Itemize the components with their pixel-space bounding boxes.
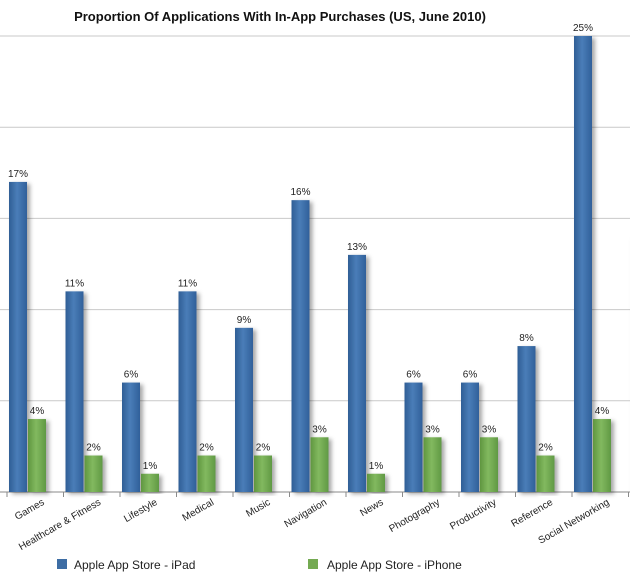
bar-ipad-lifestyle	[122, 382, 140, 492]
bar-iphone-music	[254, 455, 272, 492]
x-tick-label-games: Games	[13, 497, 46, 523]
x-tick-label-productivity: Productivity	[448, 497, 498, 532]
legend: Apple App Store - iPad Apple App Store -…	[57, 558, 462, 572]
bar-ipad-social-networking	[574, 36, 592, 492]
data-label-ipad-music: 9%	[237, 315, 252, 326]
bar-layer	[9, 36, 611, 493]
legend-label-ipad: Apple App Store - iPad	[74, 558, 195, 572]
chart-title: Proportion Of Applications With In-App P…	[74, 9, 486, 24]
bar-ipad-navigation	[291, 200, 310, 492]
bar-iphone-games	[28, 419, 46, 492]
data-label-ipad-social-networking: 25%	[573, 23, 593, 34]
data-label-iphone-lifestyle: 1%	[143, 461, 158, 472]
data-label-ipad-photography: 6%	[406, 370, 421, 381]
x-tick-label-news: News	[358, 497, 385, 519]
bar-ipad-games	[9, 181, 27, 493]
data-label-iphone-social-networking: 4%	[595, 406, 610, 417]
data-label-iphone-navigation: 3%	[312, 424, 327, 435]
legend-swatch-ipad	[57, 559, 67, 569]
x-tick-label-medical: Medical	[181, 497, 216, 524]
data-label-iphone-games: 4%	[30, 406, 45, 417]
data-label-iphone-healthcare-and-fitness: 2%	[86, 443, 101, 454]
bar-iphone-healthcare-and-fitness	[84, 455, 103, 492]
data-label-ipad-medical: 11%	[178, 278, 197, 289]
bar-ipad-medical	[178, 291, 197, 492]
data-label-iphone-reference: 2%	[538, 443, 553, 454]
x-tick-label-photography: Photography	[387, 497, 442, 535]
legend-item-iphone: Apple App Store - iPhone	[308, 558, 462, 572]
bar-ipad-photography	[404, 382, 423, 492]
data-label-layer: 17% 4% 11% 2% 6% 1% 11% 2% 9% 2% 16% 3% 13% 1% 6% 3% 6% 3…	[8, 23, 610, 472]
x-tick-label-navigation: Navigation	[283, 497, 329, 530]
data-label-iphone-photography: 3%	[425, 424, 440, 435]
data-label-iphone-medical: 2%	[199, 443, 214, 454]
bar-ipad-reference	[517, 346, 536, 492]
data-label-iphone-music: 2%	[256, 443, 271, 454]
data-label-iphone-news: 1%	[369, 461, 384, 472]
data-label-ipad-news: 13%	[347, 242, 367, 253]
legend-item-ipad: Apple App Store - iPad	[57, 558, 195, 572]
data-label-ipad-reference: 8%	[519, 333, 534, 344]
x-tick-label-reference: Reference	[510, 497, 556, 530]
bar-ipad-music	[235, 327, 253, 492]
data-label-iphone-productivity: 3%	[482, 424, 497, 435]
x-tick-label-lifestyle: Lifestyle	[122, 497, 160, 525]
bar-iphone-photography	[423, 437, 442, 492]
bar-iphone-news	[367, 473, 385, 492]
bar-ipad-productivity	[461, 382, 479, 492]
data-label-ipad-games: 17%	[8, 169, 28, 180]
legend-swatch-iphone	[308, 559, 318, 569]
bar-iphone-productivity	[480, 437, 498, 492]
data-label-ipad-navigation: 16%	[290, 187, 310, 198]
data-label-ipad-healthcare-and-fitness: 11%	[65, 278, 84, 289]
bar-iphone-medical	[197, 455, 216, 492]
data-label-ipad-lifestyle: 6%	[124, 370, 139, 381]
bar-ipad-healthcare-and-fitness	[65, 291, 84, 492]
bar-ipad-news	[348, 254, 366, 492]
bar-iphone-reference	[536, 455, 555, 492]
bar-iphone-navigation	[310, 437, 329, 492]
bar-iphone-social-networking	[593, 419, 611, 492]
data-label-ipad-productivity: 6%	[463, 370, 478, 381]
x-tick-label-music: Music	[244, 497, 272, 520]
bar-iphone-lifestyle	[141, 473, 159, 492]
legend-label-iphone: Apple App Store - iPhone	[327, 558, 462, 572]
